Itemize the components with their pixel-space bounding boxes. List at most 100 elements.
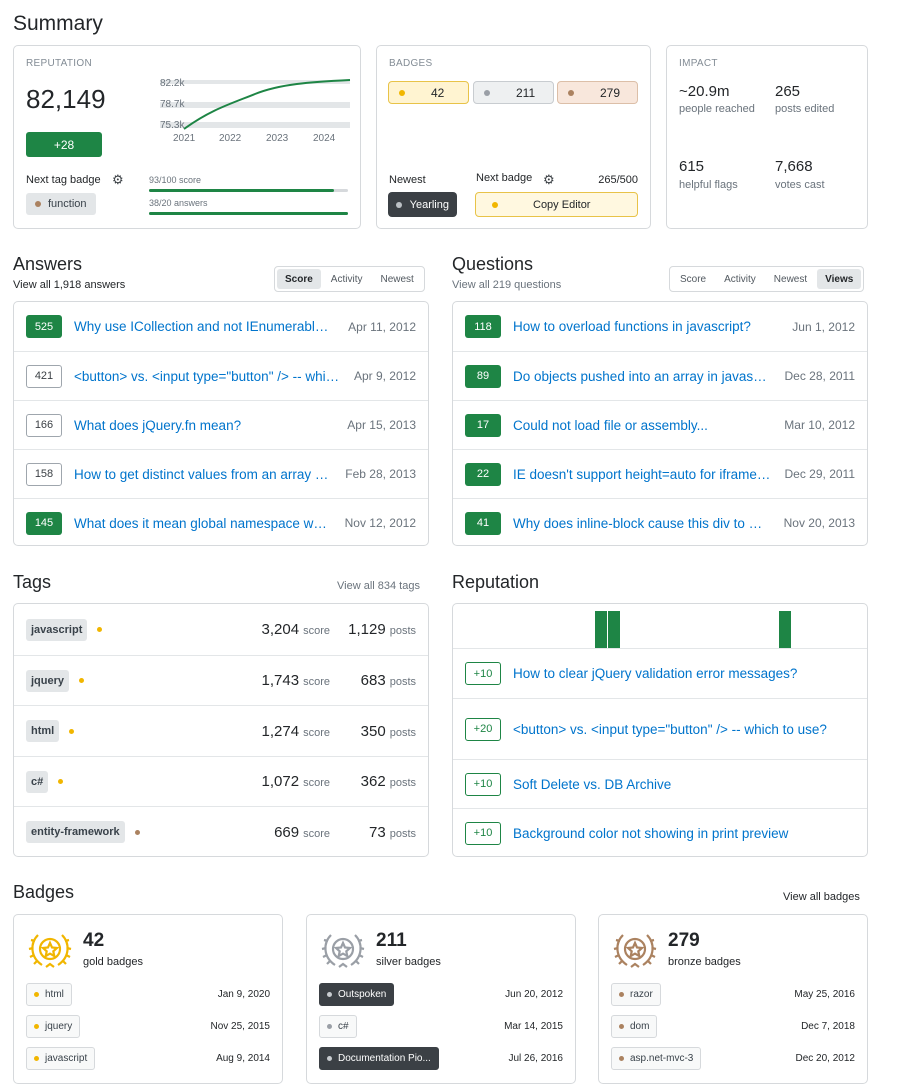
silver-badge-count[interactable]: 211 xyxy=(473,81,554,104)
answer-date: Feb 28, 2013 xyxy=(345,467,416,481)
gold-dot-icon xyxy=(97,627,103,632)
badge-date: Aug 9, 2014 xyxy=(216,1053,270,1064)
rep-chart-tick-y: 75.3k xyxy=(160,120,185,131)
reputation-post-link[interactable]: Soft Delete vs. DB Archive xyxy=(513,776,672,792)
impact-caption: IMPACT xyxy=(679,58,718,69)
question-title-link[interactable]: IE doesn't support height=auto for ifram… xyxy=(513,466,771,482)
answer-title-link[interactable]: What does it mean global namespace would… xyxy=(74,515,331,531)
gear-icon[interactable]: ⚙ xyxy=(112,172,124,187)
reputation-row[interactable]: +10 Soft Delete vs. DB Archive xyxy=(453,759,867,808)
badge-chip[interactable]: jquery xyxy=(26,1015,81,1038)
badge-chip[interactable]: javascript xyxy=(26,1047,96,1070)
tags-view-all-link[interactable]: View all 834 tags xyxy=(337,580,420,592)
gold-badge-count[interactable]: 42 xyxy=(388,81,469,104)
reputation-row[interactable]: +10 Background color not showing in prin… xyxy=(453,808,867,857)
tab-activity[interactable]: Activity xyxy=(724,273,756,285)
question-title-link[interactable]: Why does inline-block cause this div to … xyxy=(513,515,770,531)
tag-row: entity-framework 669 score 73 posts xyxy=(14,806,428,857)
badge-chip[interactable]: html xyxy=(26,983,72,1006)
next-tag-chip[interactable]: function xyxy=(26,193,96,215)
silver-dot-icon xyxy=(396,201,402,208)
tab-newest[interactable]: Newest xyxy=(773,273,808,285)
tag-chip[interactable]: c# xyxy=(26,770,49,793)
answer-title-link[interactable]: Why use ICollection and not IEnumerable … xyxy=(74,319,334,334)
reputation-delta-badge[interactable]: +28 xyxy=(26,132,102,157)
question-score: 17 xyxy=(465,413,501,437)
questions-list: 118 How to overload functions in javascr… xyxy=(452,301,868,546)
newest-badge-chip[interactable]: Yearling xyxy=(388,192,457,217)
tab-score[interactable]: Score xyxy=(680,273,707,285)
questions-view-all-link[interactable]: View all 219 questions xyxy=(452,279,562,291)
question-title-link[interactable]: Do objects pushed into an array in javas… xyxy=(513,368,771,384)
reputation-post-link[interactable]: Background color not showing in print pr… xyxy=(513,825,789,841)
next-badge-chip[interactable]: Copy Editor xyxy=(475,192,638,217)
question-title-link[interactable]: Could not load file or assembly... xyxy=(513,417,708,433)
silver-dot-icon xyxy=(327,1056,332,1061)
badge-chip[interactable]: razor xyxy=(611,983,661,1006)
tag-chip[interactable]: entity-framework xyxy=(26,821,125,844)
question-title-link[interactable]: How to overload functions in javascript? xyxy=(513,319,751,334)
badge-chip[interactable]: asp.net-mvc-3 xyxy=(611,1047,702,1070)
tag-score-unit: score xyxy=(303,676,330,689)
reputation-row[interactable]: +10 How to clear jQuery validation error… xyxy=(453,649,867,698)
progress-bar-answers xyxy=(149,212,348,215)
tab-newest[interactable]: Newest xyxy=(380,273,414,285)
answer-title-link[interactable]: How to get distinct values from an array… xyxy=(74,466,331,482)
rep-chart-tick-x: 2021 xyxy=(173,133,196,144)
reputation-delta: +10 xyxy=(465,821,501,845)
question-row[interactable]: 17 Could not load file or assembly... Ma… xyxy=(453,400,867,449)
badge-wreath xyxy=(611,927,659,976)
tag-posts-value: 683 xyxy=(360,672,386,690)
reputation-post-link[interactable]: <button> vs. <input type="button" /> -- … xyxy=(513,721,827,737)
badges-view-all-link[interactable]: View all badges xyxy=(783,891,860,903)
badge-chip[interactable]: Outspoken xyxy=(319,983,395,1006)
reputation-row[interactable]: +20 <button> vs. <input type="button" />… xyxy=(453,698,867,759)
answer-row[interactable]: 525 Why use ICollection and not IEnumera… xyxy=(14,302,428,351)
answer-title-link[interactable]: What does jQuery.fn mean? xyxy=(74,417,242,433)
gear-icon[interactable]: ⚙ xyxy=(543,172,555,187)
tag-chip[interactable]: jquery xyxy=(26,669,70,692)
reputation-title: Reputation xyxy=(452,572,540,592)
answers-list: 525 Why use ICollection and not IEnumera… xyxy=(13,301,429,546)
tag-score-value: 3,204 xyxy=(261,621,300,638)
badge-chip[interactable]: dom xyxy=(611,1015,658,1038)
badge-chip[interactable]: Documentation Pio... xyxy=(319,1047,439,1070)
answer-date: Nov 12, 2012 xyxy=(344,516,416,530)
rep-chart-tick-x: 2023 xyxy=(266,133,289,144)
tag-posts-unit: posts xyxy=(389,676,416,689)
tag-score-value: 1,274 xyxy=(261,722,300,740)
tag-chip[interactable]: html xyxy=(26,720,60,743)
question-row[interactable]: 22 IE doesn't support height=auto for if… xyxy=(453,449,867,498)
progress-bar-score xyxy=(149,189,348,192)
reputation-post-link[interactable]: How to clear jQuery validation error mes… xyxy=(513,666,798,681)
bronze-badge-count[interactable]: 279 xyxy=(557,81,638,104)
tag-row: jquery 1,743 score 683 posts xyxy=(14,654,428,706)
question-row[interactable]: 89 Do objects pushed into an array in ja… xyxy=(453,351,867,400)
tag-posts-value: 1,129 xyxy=(348,621,386,638)
answers-title: Answers xyxy=(13,254,83,274)
answer-row[interactable]: 421 <button> vs. <input type="button" />… xyxy=(14,351,428,400)
badge-chip[interactable]: c# xyxy=(319,1015,357,1038)
next-tag-badge-label: Next tag badge xyxy=(26,174,101,186)
question-row[interactable]: 41 Why does inline-block cause this div … xyxy=(453,498,867,547)
tab-views[interactable]: Views xyxy=(817,269,862,289)
tag-chip[interactable]: javascript xyxy=(26,618,88,641)
answers-view-all-link[interactable]: View all 1,918 answers xyxy=(13,279,126,291)
tab-score[interactable]: Score xyxy=(277,269,321,289)
answer-row[interactable]: 145 What does it mean global namespace w… xyxy=(14,498,428,547)
answer-title-link[interactable]: <button> vs. <input type="button" /> -- … xyxy=(74,368,340,384)
impact-stat-value: ~20.9m xyxy=(679,83,730,100)
gold-dot-icon xyxy=(58,779,64,785)
question-row[interactable]: 118 How to overload functions in javascr… xyxy=(453,302,867,351)
answer-row[interactable]: 158 How to get distinct values from an a… xyxy=(14,449,428,498)
impact-card: IMPACT ~20.9m people reached 265 posts e… xyxy=(666,45,868,229)
reputation-list: +10 How to clear jQuery validation error… xyxy=(452,603,868,857)
question-date: Nov 20, 2013 xyxy=(783,516,855,530)
impact-stat-value: 615 xyxy=(679,158,705,175)
answer-row[interactable]: 166 What does jQuery.fn mean? Apr 15, 20… xyxy=(14,400,428,449)
badge-group-card: 279 bronze badges razor May 25, 2016 dom… xyxy=(598,914,868,1084)
badge-chip-wrap: Outspoken xyxy=(319,983,395,1006)
tab-activity[interactable]: Activity xyxy=(330,273,363,285)
tag-row: c# 1,072 score 362 posts xyxy=(14,755,428,807)
answers-sort-tabs: Score Activity Newest xyxy=(274,266,425,292)
